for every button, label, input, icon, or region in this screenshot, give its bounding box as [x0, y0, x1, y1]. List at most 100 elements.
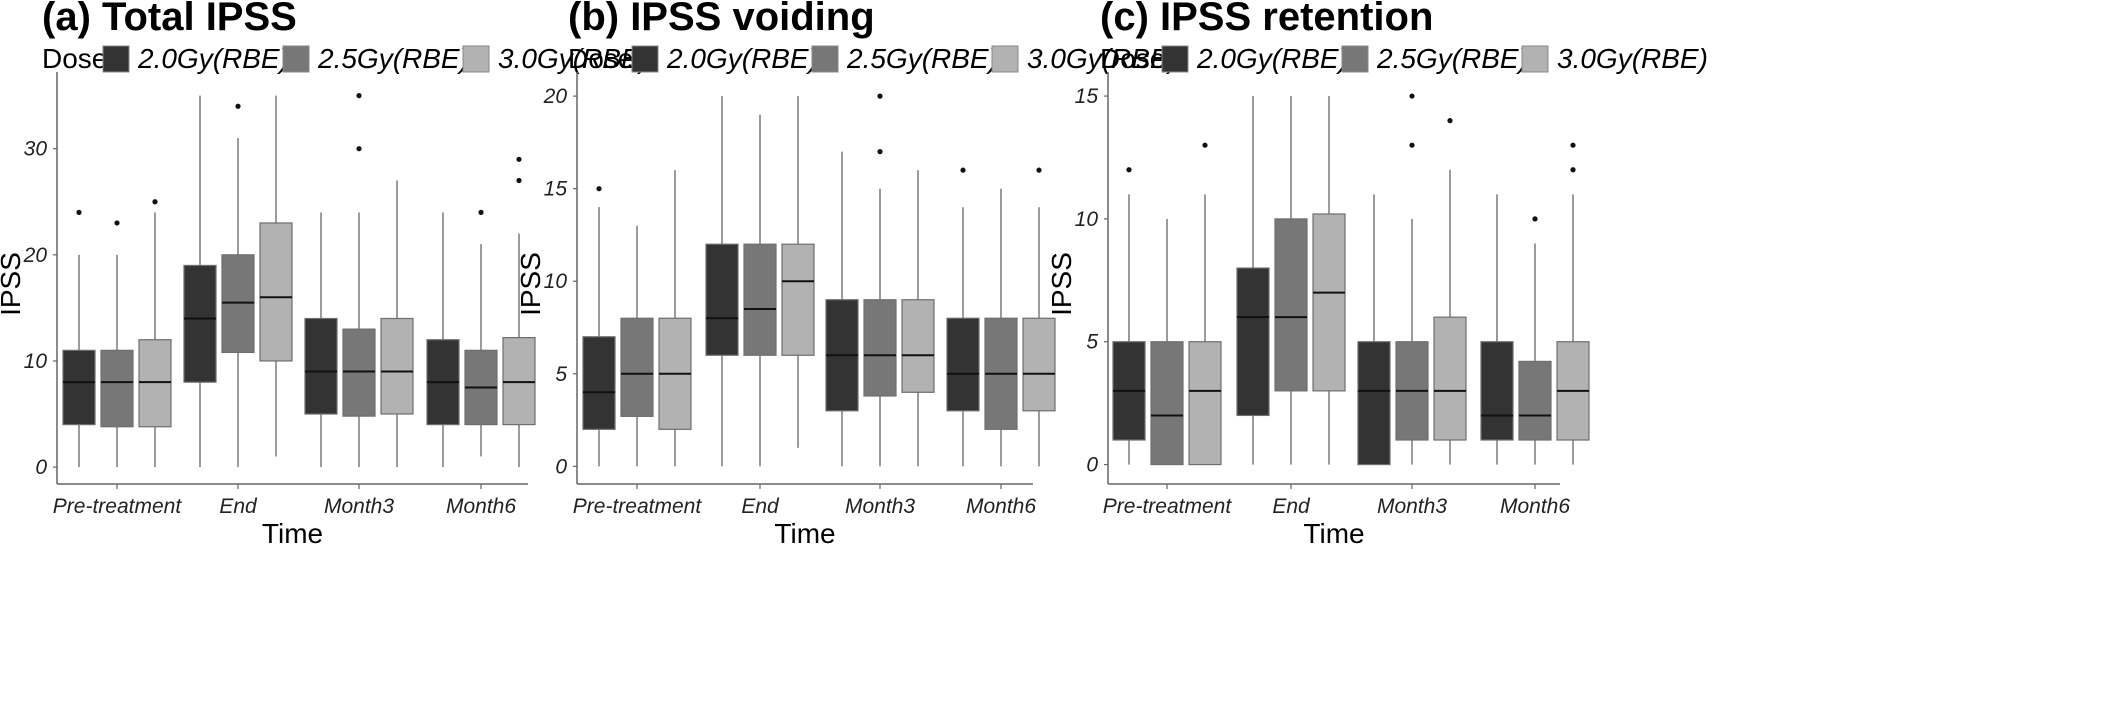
box-iqr [901, 299, 935, 393]
box-group [1150, 218, 1184, 466]
box-group [1480, 194, 1514, 465]
box-iqr [1236, 267, 1270, 417]
box-group [1188, 142, 1222, 466]
outlier-point [152, 199, 158, 205]
legend-entry: 2.5Gy(RBE) [1376, 43, 1528, 74]
box-iqr [304, 317, 338, 415]
box-group [1518, 216, 1552, 465]
box-iqr [1312, 213, 1346, 392]
y-tick-label: 20 [543, 85, 568, 108]
x-tick-label: Pre-treatment [1103, 495, 1233, 518]
box-group [946, 167, 980, 467]
y-tick-label: 5 [555, 363, 567, 386]
box-iqr [259, 222, 293, 362]
panel-title: (c) IPSS retention [1100, 0, 1433, 39]
box-group [901, 170, 935, 467]
y-tick-label: 10 [24, 350, 48, 373]
outlier-point [356, 146, 362, 152]
box-group [426, 212, 460, 468]
y-axis-title: IPSS [0, 252, 26, 316]
y-tick-label: 15 [1075, 85, 1099, 108]
box-iqr [1480, 341, 1514, 441]
x-tick-label: Month3 [324, 495, 394, 518]
legend-entry: 3.0Gy(RBE) [1027, 43, 1178, 74]
box-group [825, 151, 859, 467]
legend-entry: 2.0Gy(RBE) [666, 43, 818, 74]
box-iqr [781, 243, 815, 356]
box-group [1357, 194, 1391, 466]
outlier-point [1532, 216, 1538, 222]
box-group [781, 96, 815, 448]
box-group [502, 156, 536, 468]
legend-entry: 2.0Gy(RBE) [1196, 43, 1348, 74]
x-tick-label: End [219, 495, 258, 518]
panel-title: (a) Total IPSS [42, 0, 297, 39]
x-tick-label: Pre-treatment [573, 495, 703, 518]
box-iqr [863, 299, 897, 397]
box-iqr [380, 317, 414, 415]
y-tick-label: 5 [1086, 331, 1098, 354]
box-group [464, 209, 498, 457]
x-tick-label: Month3 [1377, 495, 1447, 518]
box-group [1556, 142, 1590, 465]
outlier-point [877, 149, 883, 155]
box-group [183, 95, 217, 468]
box-iqr [705, 243, 739, 356]
box-iqr [1150, 341, 1184, 466]
outlier-point [478, 209, 484, 215]
box-group [1274, 96, 1308, 465]
box-group [743, 114, 777, 467]
box-group [1112, 167, 1146, 465]
outlier-point [114, 220, 120, 226]
box-iqr [62, 349, 96, 426]
x-axis-title: Time [774, 518, 835, 549]
box-group [1236, 96, 1270, 465]
panel-title: (b) IPSS voiding [568, 0, 875, 39]
outlier-point [516, 156, 522, 162]
legend-swatch [1161, 45, 1189, 73]
box-iqr [1433, 316, 1467, 441]
y-axis-title: IPSS [1046, 252, 1077, 316]
chart-panel-1: (a) Total IPSS Dose 2.0Gy(RBE) 2.5Gy(RBE) 3.… [0, 0, 649, 549]
outlier-point [596, 186, 602, 192]
box-group [582, 186, 616, 467]
y-axis-title: IPSS [515, 252, 546, 316]
box-group [62, 209, 96, 468]
outlier-point [1570, 142, 1576, 148]
box-group [304, 212, 338, 468]
outlier-point [1409, 93, 1415, 99]
outlier-point [356, 93, 362, 99]
box-iqr [342, 328, 376, 417]
legend-swatch [282, 45, 310, 73]
box-iqr [100, 349, 134, 428]
box-iqr [221, 254, 255, 354]
box-group [1312, 96, 1346, 465]
box-group [380, 180, 414, 468]
box-iqr [138, 339, 172, 428]
box-iqr [502, 336, 536, 426]
box-group [620, 225, 654, 467]
outlier-point [516, 177, 522, 184]
legend-swatch [991, 45, 1019, 73]
x-axis-title: Time [1303, 518, 1364, 549]
x-tick-label: Month3 [845, 495, 915, 518]
box-group [221, 103, 255, 468]
legend-swatch [462, 45, 490, 73]
legend-swatch [811, 45, 839, 73]
box-iqr [1022, 317, 1056, 412]
legend-title: Dose [42, 43, 107, 74]
y-tick-label: 0 [35, 456, 47, 479]
outlier-point [1570, 167, 1576, 173]
box-iqr [1188, 341, 1222, 466]
outlier-point [1202, 142, 1208, 148]
legend-title: Dose [1100, 43, 1165, 74]
y-tick-label: 0 [555, 455, 567, 478]
outlier-point [1126, 167, 1132, 173]
legend-entry: 2.5Gy(RBE) [846, 43, 998, 74]
legend-entry: 3.0Gy(RBE) [498, 43, 649, 74]
x-tick-label: Pre-treatment [53, 495, 183, 518]
x-tick-label: Month6 [1500, 495, 1570, 518]
y-tick-label: 10 [1075, 208, 1099, 231]
chart-panel-3: (c) IPSS retention Dose 2.0Gy(RBE) 2.5Gy(RB… [1046, 0, 1708, 549]
box-iqr [1518, 360, 1552, 441]
